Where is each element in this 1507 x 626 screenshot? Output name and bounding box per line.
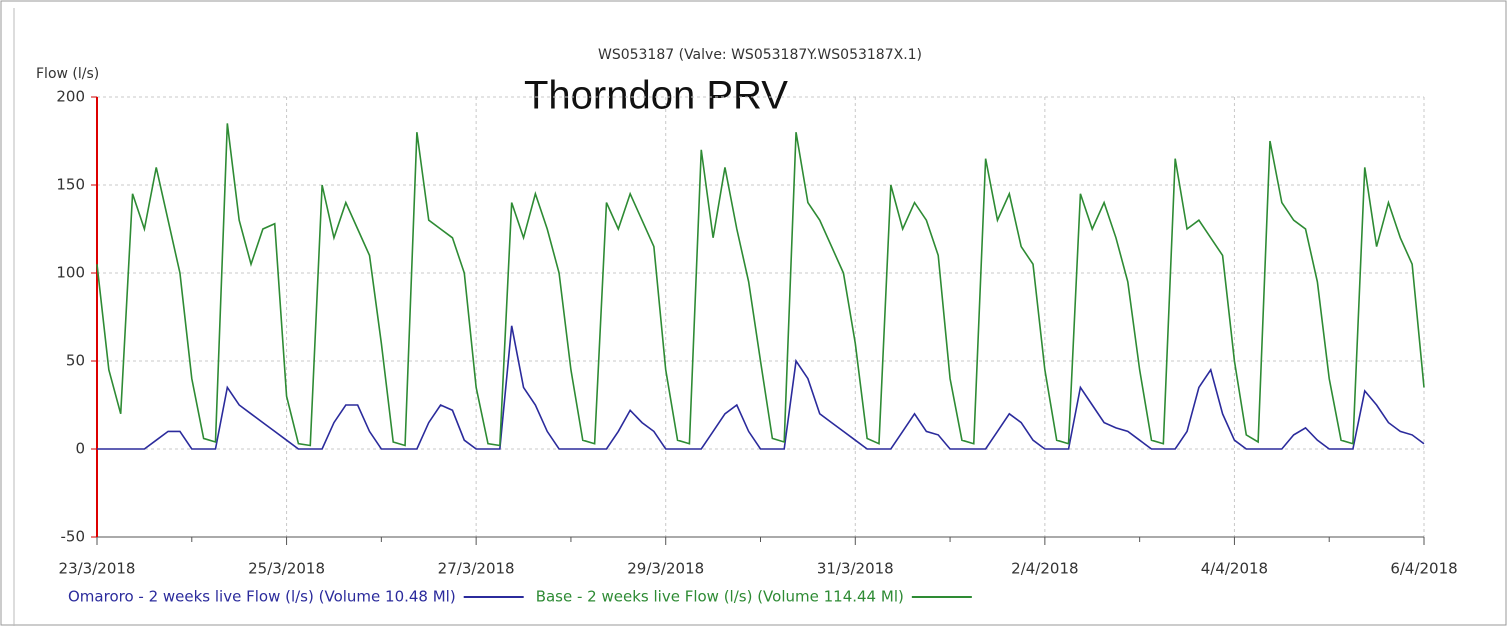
x-tick-label: 2/4/2018 <box>1011 560 1078 578</box>
y-tick-label: 200 <box>56 88 85 106</box>
y-tick-label: 100 <box>56 264 85 282</box>
legend-label: Omaroro - 2 weeks live Flow (l/s) (Volum… <box>68 588 456 606</box>
y-tick-label: 0 <box>75 440 85 458</box>
y-axis-label: Flow (l/s) <box>36 66 99 82</box>
y-tick-label: 150 <box>56 176 85 194</box>
y-tick-label: 50 <box>66 352 85 370</box>
y-tick-label: -50 <box>61 528 86 546</box>
x-tick-label: 31/3/2018 <box>817 560 894 578</box>
chart-title: WS053187 (Valve: WS053187Y.WS053187X.1) <box>598 47 922 63</box>
x-tick-label: 6/4/2018 <box>1390 560 1457 578</box>
series-line <box>97 325 1425 450</box>
x-tick-label: 29/3/2018 <box>627 560 704 578</box>
x-tick-label: 25/3/2018 <box>248 560 325 578</box>
x-tick-label: 4/4/2018 <box>1201 560 1268 578</box>
x-tick-label: 27/3/2018 <box>438 560 515 578</box>
annotation: Thorndon PRV <box>524 74 788 118</box>
series-line <box>96 123 1425 447</box>
x-tick-label: 23/3/2018 <box>59 560 136 578</box>
legend-label: Base - 2 weeks live Flow (l/s) (Volume 1… <box>536 588 904 606</box>
